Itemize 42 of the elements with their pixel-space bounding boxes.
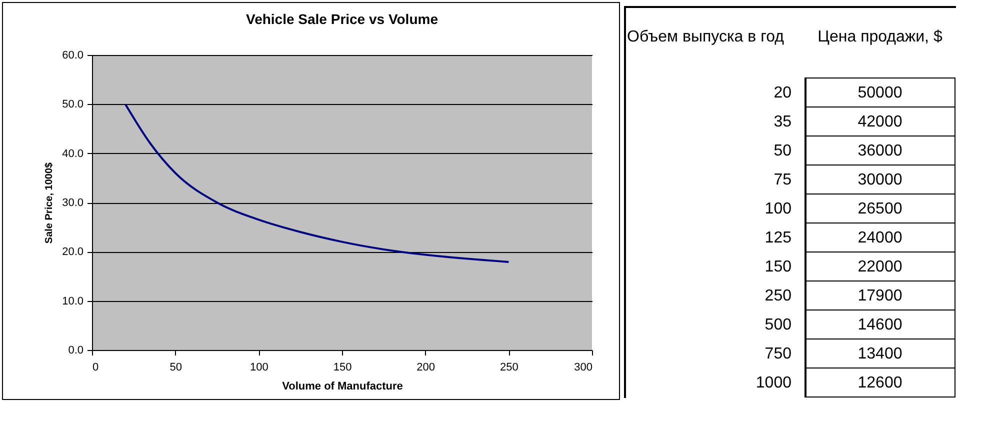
y-tick-label: 0.0 — [68, 344, 84, 356]
y-tick-label: 40.0 — [62, 148, 84, 160]
data-label: 42000 — [858, 114, 902, 130]
x-tick-label: 0 — [92, 362, 99, 374]
y-tick-label: 30.0 — [62, 197, 84, 209]
y-tick-label: 250 — [764, 288, 792, 304]
chart-title: Vehicle Sale Price vs Volume — [246, 11, 438, 27]
y-tick-label: 60.0 — [62, 50, 84, 62]
x-axis-title: Volume of Manufacture — [282, 380, 403, 392]
y-axis-title: Sale Price, 1000$ — [44, 162, 56, 244]
data-label: 13400 — [858, 346, 902, 362]
data-label: 24000 — [858, 230, 902, 246]
y-tick-label: 150 — [764, 258, 792, 276]
data-label: 12600 — [858, 374, 902, 392]
y-tick-label: 750 — [764, 346, 792, 362]
y-tick-label: 500 — [764, 316, 792, 334]
data-label: 30000 — [858, 172, 902, 188]
y-tick-label: 75 — [774, 172, 792, 188]
data-label: 50000 — [858, 84, 902, 102]
y-tick-label: 50 — [774, 142, 792, 160]
x-tick-label: Цена продажи, $ — [818, 28, 942, 46]
y-tick-label: 125 — [764, 230, 792, 246]
x-tick-label: 300 — [574, 362, 592, 374]
y-axis-title: Объем выпуска в год — [627, 28, 785, 46]
y-tick-label: 100 — [764, 200, 792, 218]
y-tick-label: 1000 — [756, 374, 792, 392]
data-label: 14600 — [858, 316, 902, 334]
x-tick-label: 200 — [416, 362, 436, 374]
line-series — [124, 103, 510, 263]
x-tick-label: 250 — [500, 362, 518, 374]
x-tick-label: 50 — [170, 362, 182, 374]
y-tick-label: 20 — [774, 84, 792, 102]
y-tick-label: 50.0 — [62, 98, 84, 111]
data-label: 36000 — [858, 142, 902, 160]
y-tick-label: 35 — [774, 114, 792, 130]
y-tick-label: 10.0 — [62, 295, 84, 308]
data-label: 26500 — [858, 200, 902, 218]
data-label: 22000 — [858, 258, 902, 276]
data-label: 17900 — [858, 288, 902, 304]
y-tick-label: 20.0 — [62, 246, 84, 258]
x-tick-label: 150 — [333, 362, 352, 374]
x-tick-label: 100 — [250, 362, 268, 374]
